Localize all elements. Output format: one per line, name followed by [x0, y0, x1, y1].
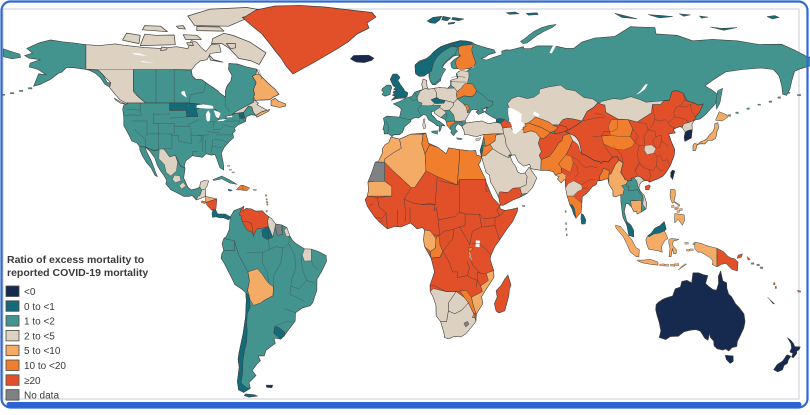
svg-text:2 to <5: 2 to <5 — [24, 331, 55, 342]
svg-text:<0: <0 — [24, 287, 36, 298]
svg-text:≥20: ≥20 — [24, 376, 41, 387]
svg-text:5 to <10: 5 to <10 — [24, 346, 61, 357]
svg-text:No data: No data — [24, 391, 59, 402]
svg-text:Ratio of excess mortality to: Ratio of excess mortality to — [7, 254, 144, 266]
svg-text:0 to <1: 0 to <1 — [24, 302, 55, 313]
svg-text:reported COVID-19 mortality: reported COVID-19 mortality — [7, 267, 148, 279]
svg-text:10 to <20: 10 to <20 — [24, 361, 66, 372]
svg-text:1 to <2: 1 to <2 — [24, 317, 55, 328]
